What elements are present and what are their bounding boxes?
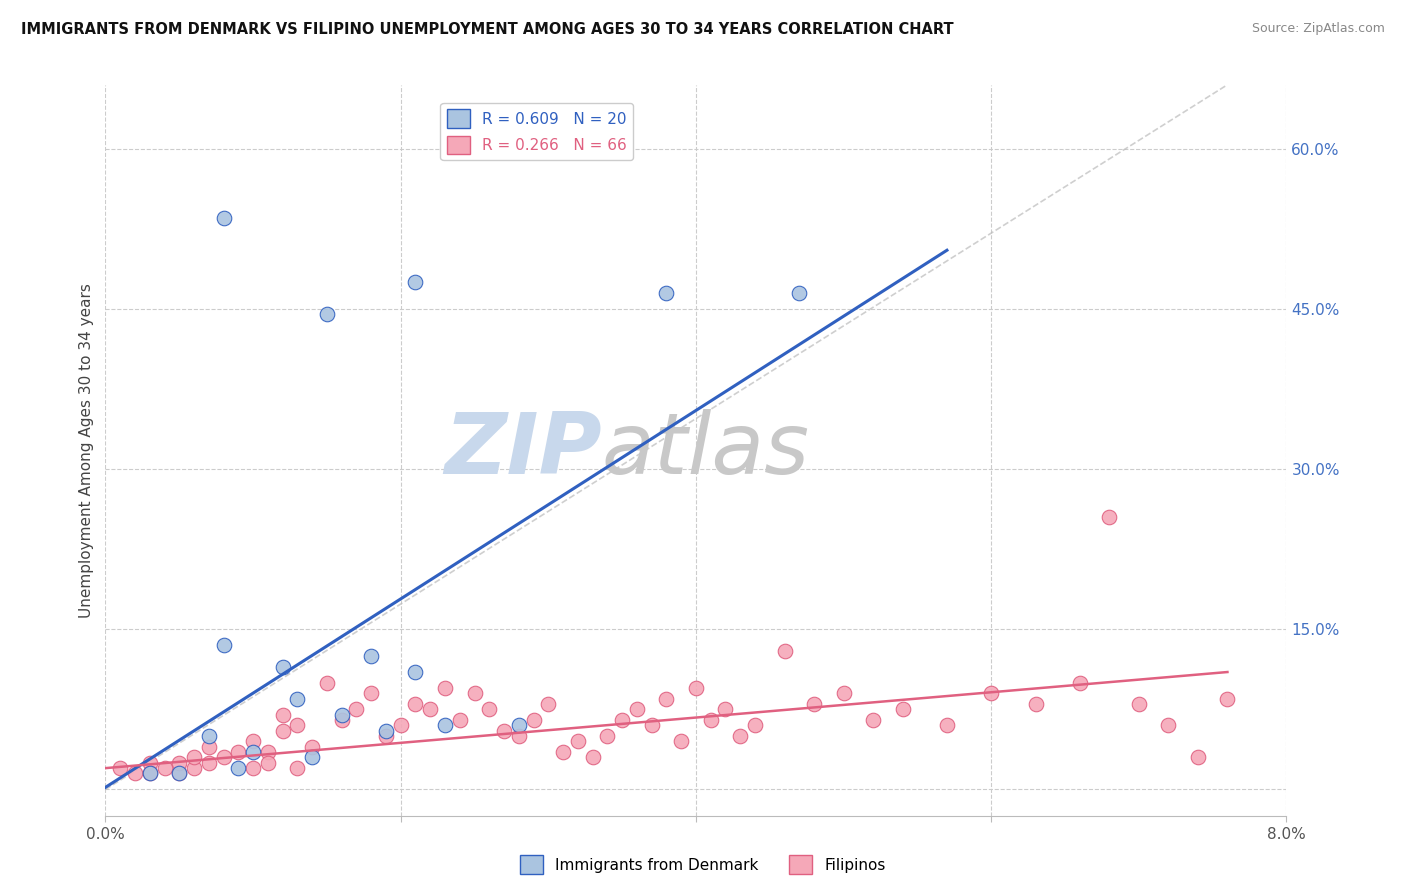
- Point: [655, 691, 678, 706]
- Point: [197, 729, 219, 743]
- Point: [626, 702, 648, 716]
- Point: [1069, 675, 1091, 690]
- Point: [257, 756, 280, 770]
- Point: [183, 750, 205, 764]
- Point: [685, 681, 707, 695]
- Point: [212, 638, 235, 652]
- Point: [523, 713, 546, 727]
- Point: [714, 702, 737, 716]
- Point: [169, 766, 191, 780]
- Point: [419, 702, 441, 716]
- Point: [1157, 718, 1180, 732]
- Point: [153, 761, 176, 775]
- Point: [537, 697, 560, 711]
- Point: [183, 761, 205, 775]
- Point: [671, 734, 693, 748]
- Point: [374, 723, 398, 738]
- Point: [773, 643, 796, 657]
- Point: [553, 745, 575, 759]
- Point: [271, 723, 294, 738]
- Point: [212, 211, 235, 226]
- Point: [492, 723, 515, 738]
- Point: [301, 750, 323, 764]
- Point: [138, 766, 162, 780]
- Point: [1128, 697, 1150, 711]
- Point: [110, 761, 132, 775]
- Point: [405, 275, 427, 289]
- Y-axis label: Unemployment Among Ages 30 to 34 years: Unemployment Among Ages 30 to 34 years: [79, 283, 94, 618]
- Point: [346, 702, 368, 716]
- Point: [464, 686, 486, 700]
- Point: [374, 729, 398, 743]
- Point: [1187, 750, 1209, 764]
- Point: [508, 718, 530, 732]
- Point: [124, 766, 146, 780]
- Point: [287, 718, 309, 732]
- Point: [330, 707, 353, 722]
- Point: [197, 739, 219, 754]
- Point: [582, 750, 605, 764]
- Point: [980, 686, 1002, 700]
- Point: [405, 697, 427, 711]
- Text: IMMIGRANTS FROM DENMARK VS FILIPINO UNEMPLOYMENT AMONG AGES 30 TO 34 YEARS CORRE: IMMIGRANTS FROM DENMARK VS FILIPINO UNEM…: [21, 22, 953, 37]
- Text: ZIP: ZIP: [444, 409, 602, 492]
- Point: [360, 648, 382, 663]
- Point: [803, 697, 825, 711]
- Point: [228, 761, 250, 775]
- Point: [449, 713, 471, 727]
- Point: [787, 285, 810, 300]
- Point: [1024, 697, 1046, 711]
- Point: [389, 718, 412, 732]
- Point: [612, 713, 634, 727]
- Point: [301, 739, 323, 754]
- Point: [700, 713, 723, 727]
- Point: [1216, 691, 1239, 706]
- Point: [744, 718, 766, 732]
- Point: [730, 729, 752, 743]
- Point: [271, 659, 294, 673]
- Point: [242, 734, 264, 748]
- Point: [315, 675, 337, 690]
- Point: [641, 718, 664, 732]
- Point: [405, 665, 427, 679]
- Text: atlas: atlas: [602, 409, 810, 492]
- Text: Source: ZipAtlas.com: Source: ZipAtlas.com: [1251, 22, 1385, 36]
- Point: [287, 761, 309, 775]
- Point: [936, 718, 959, 732]
- Point: [478, 702, 501, 716]
- Point: [330, 713, 353, 727]
- Point: [169, 766, 191, 780]
- Point: [169, 756, 191, 770]
- Point: [1098, 510, 1121, 524]
- Point: [567, 734, 589, 748]
- Point: [832, 686, 855, 700]
- Point: [862, 713, 884, 727]
- Point: [138, 756, 162, 770]
- Point: [315, 307, 337, 321]
- Point: [508, 729, 530, 743]
- Point: [287, 691, 309, 706]
- Legend: Immigrants from Denmark, Filipinos: Immigrants from Denmark, Filipinos: [515, 849, 891, 880]
- Point: [228, 745, 250, 759]
- Point: [271, 707, 294, 722]
- Point: [242, 761, 264, 775]
- Point: [433, 681, 456, 695]
- Point: [433, 718, 456, 732]
- Point: [655, 285, 678, 300]
- Point: [257, 745, 280, 759]
- Point: [138, 766, 162, 780]
- Point: [596, 729, 619, 743]
- Point: [242, 745, 264, 759]
- Point: [197, 756, 219, 770]
- Point: [360, 686, 382, 700]
- Point: [212, 750, 235, 764]
- Legend: R = 0.609   N = 20, R = 0.266   N = 66: R = 0.609 N = 20, R = 0.266 N = 66: [440, 103, 633, 161]
- Point: [891, 702, 914, 716]
